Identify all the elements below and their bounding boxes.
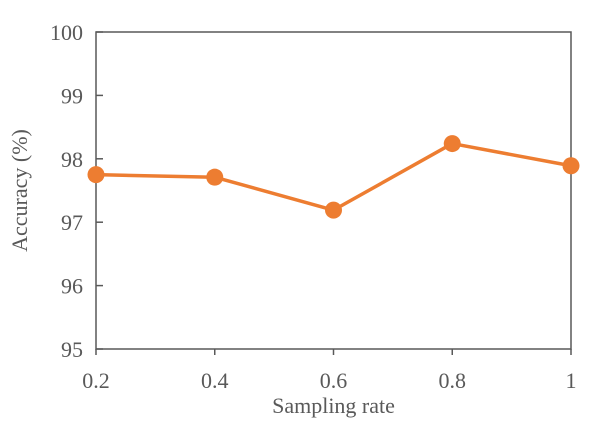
y-axis-title: Accuracy (%) [7, 129, 32, 252]
series-layer [87, 135, 580, 219]
x-tick-label: 0.2 [82, 368, 110, 393]
plot-frame [95, 31, 572, 350]
y-tick-label: 98 [61, 147, 83, 172]
x-tick-label: 0.6 [320, 368, 348, 393]
x-tick-label: 0.8 [439, 368, 467, 393]
x-axis-title: Sampling rate [272, 393, 395, 418]
data-point [206, 168, 224, 186]
x-axis-ticks: 0.2 0.4 0.6 0.8 1 [82, 349, 577, 393]
y-tick-label: 96 [61, 274, 83, 299]
plot-border [95, 31, 572, 350]
data-point [562, 157, 580, 175]
x-tick-label: 1 [566, 368, 577, 393]
y-tick-label: 99 [61, 83, 83, 108]
y-tick-label: 97 [61, 210, 83, 235]
data-point [325, 201, 342, 219]
y-axis-ticks: 95 96 97 98 99 100 [50, 20, 103, 362]
y-tick-label: 95 [61, 337, 83, 362]
data-point [87, 166, 105, 184]
series-line [95, 141, 572, 212]
y-tick-label: 100 [50, 20, 83, 45]
x-tick-label: 0.4 [201, 368, 229, 393]
data-point [443, 135, 461, 153]
